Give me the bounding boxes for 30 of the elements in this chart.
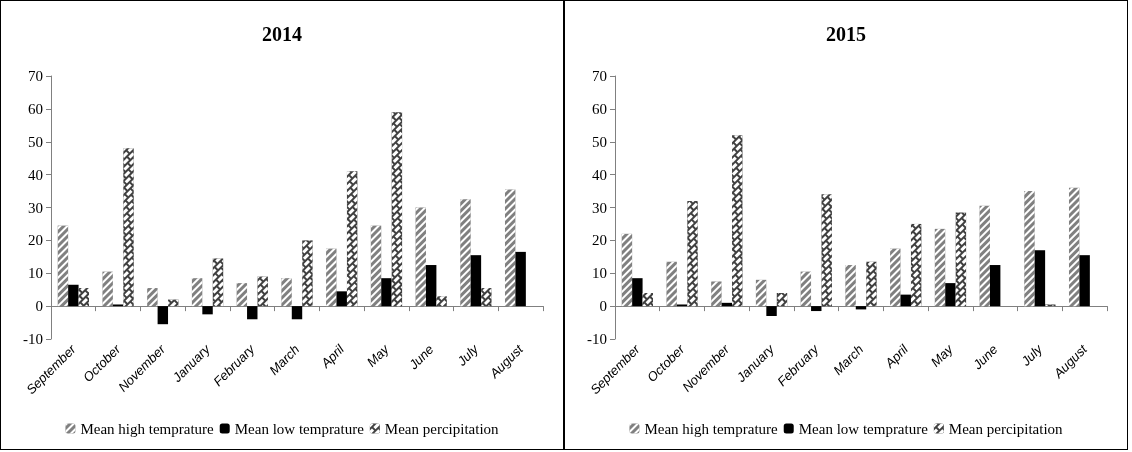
legend-label: Mean percipitation	[384, 420, 500, 437]
x-tick-label: July	[453, 340, 483, 370]
chart-title: 2014	[262, 23, 302, 45]
legend-label: Mean high temprature	[644, 420, 779, 437]
legend-label: Mean high temprature	[80, 420, 215, 437]
legend-label: Mean low temprature	[798, 420, 929, 437]
y-tick-label: 70	[28, 68, 43, 84]
y-tick-label: 40	[592, 166, 607, 183]
y-tick-label: -10	[23, 331, 43, 347]
y-tick-label: 0	[35, 298, 43, 315]
y-tick-label: 70	[592, 68, 607, 84]
legend-label: Mean low temprature	[234, 420, 365, 437]
y-tick-label: 60	[28, 100, 43, 117]
y-tick-label: 10	[592, 265, 607, 282]
y-tick-label: -10	[587, 331, 607, 347]
chart-title: 2015	[826, 23, 866, 45]
y-tick-label: 20	[592, 232, 607, 249]
y-tick-label: 20	[28, 232, 43, 249]
x-tick-label: May	[363, 340, 393, 370]
legend-label: Mean percipitation	[948, 420, 1064, 437]
y-tick-label: 60	[592, 100, 607, 117]
y-tick-label: 50	[28, 133, 43, 150]
y-tick-label: 10	[28, 265, 43, 282]
y-tick-label: 50	[592, 133, 607, 150]
y-tick-label: 30	[28, 199, 43, 216]
x-tick-label: July	[1017, 340, 1047, 370]
x-tick-label: May	[927, 340, 957, 370]
y-tick-label: 30	[592, 199, 607, 216]
y-tick-label: 0	[599, 298, 607, 315]
y-tick-label: 40	[28, 166, 43, 183]
